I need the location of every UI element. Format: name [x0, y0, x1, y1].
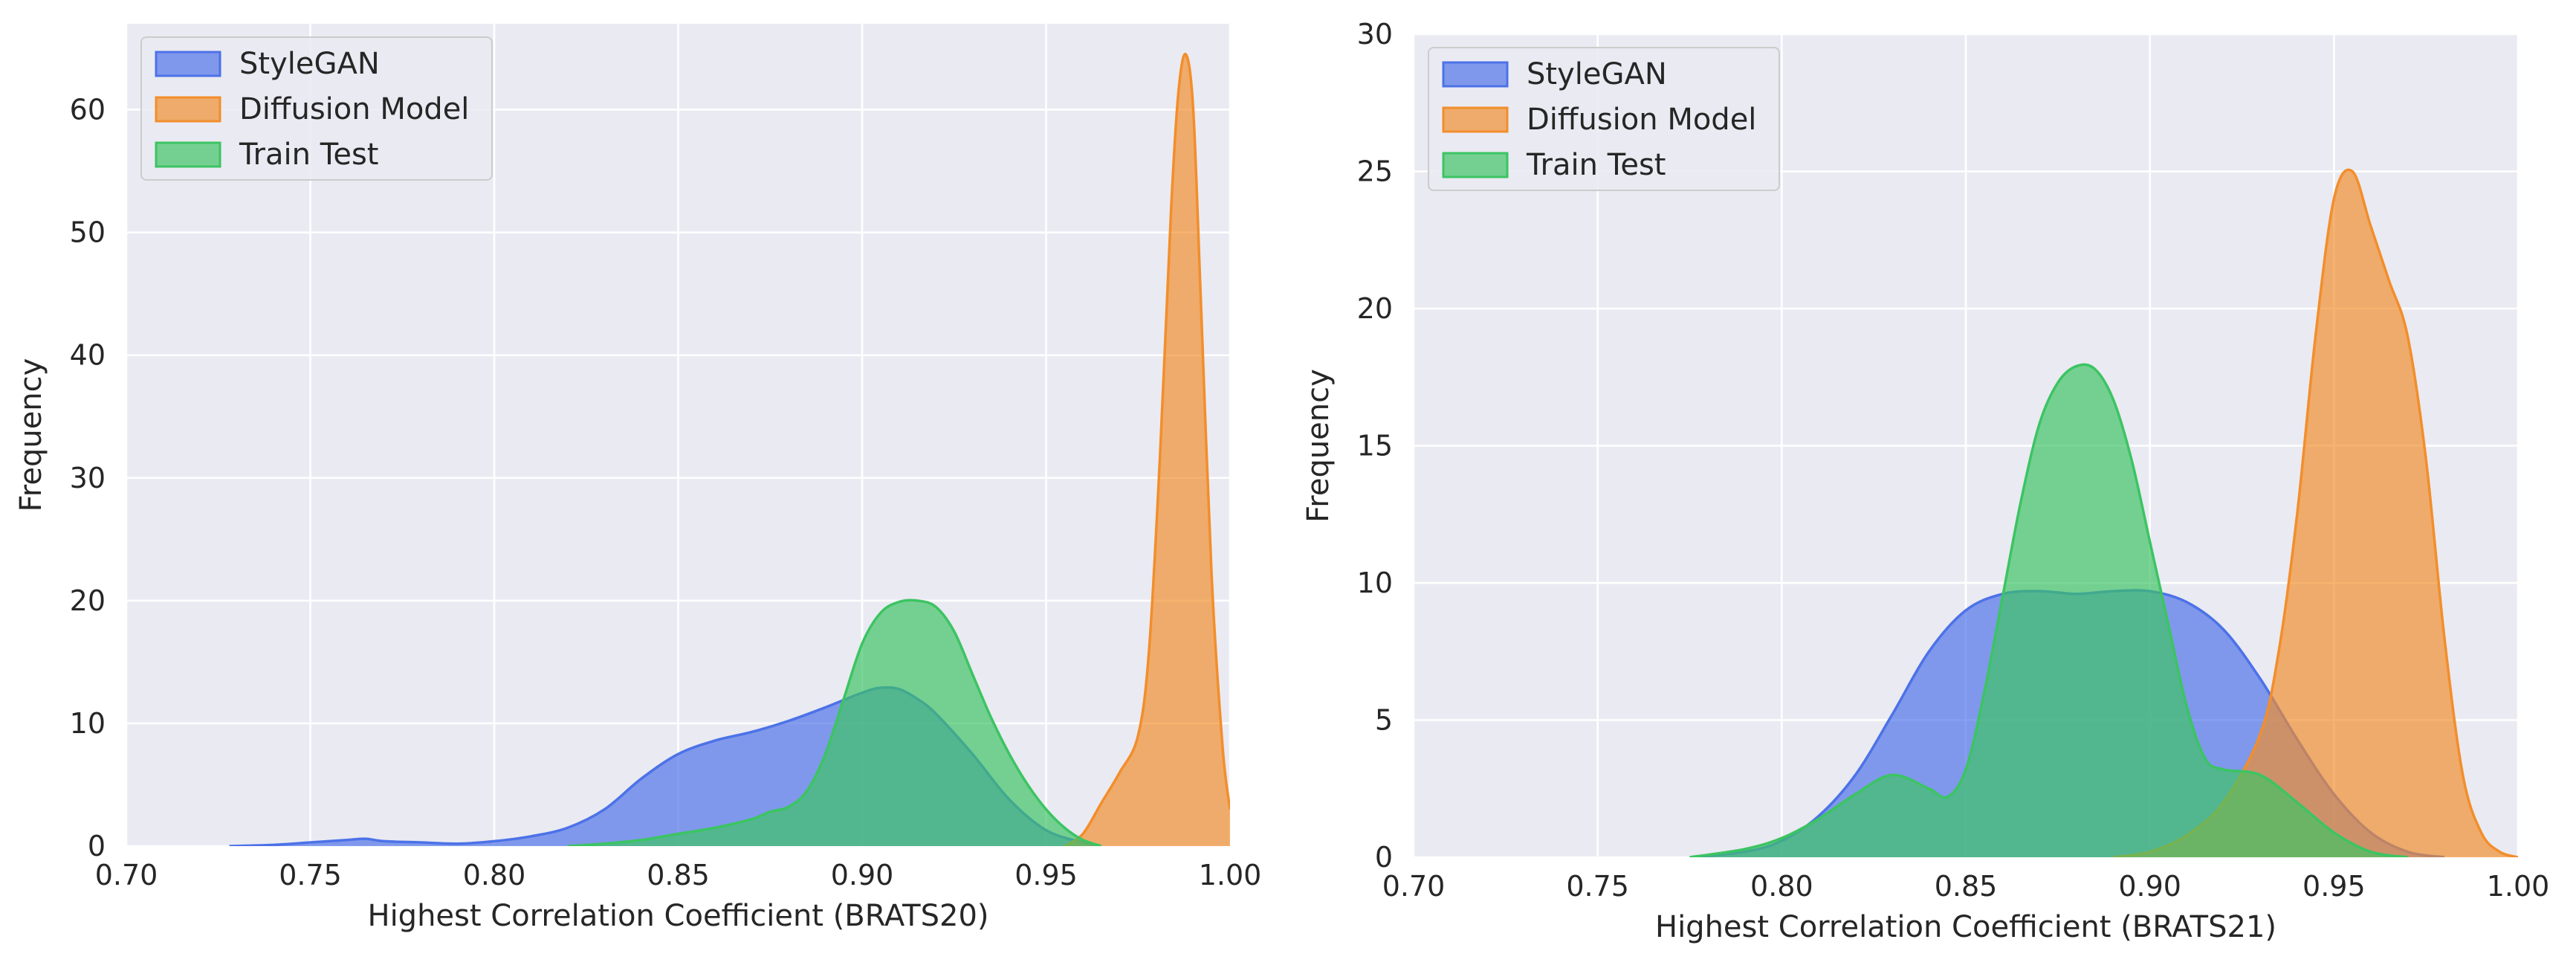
- x-tick-label: 1.00: [2487, 870, 2550, 903]
- x-tick-label: 0.80: [1750, 870, 1813, 903]
- y-axis-label: Frequency: [1301, 369, 1336, 523]
- y-tick-label: 10: [1357, 567, 1393, 599]
- y-tick-label: 0: [1375, 841, 1393, 874]
- x-tick-label: 0.95: [1014, 859, 1078, 891]
- x-tick-label: 0.95: [2302, 870, 2366, 903]
- legend-swatch: [1442, 61, 1509, 88]
- legend: StyleGAN Diffusion Model Train Test: [1428, 47, 1780, 191]
- y-tick-label: 30: [70, 462, 106, 494]
- y-tick-label: 40: [70, 339, 106, 372]
- x-tick-label: 0.75: [279, 859, 342, 891]
- y-tick-label: 10: [70, 707, 106, 740]
- legend-label: StyleGAN: [1527, 57, 1667, 91]
- y-tick-label: 50: [70, 216, 106, 249]
- series-line-diffusion-model: [1064, 53, 1230, 846]
- legend-swatch: [1442, 106, 1509, 133]
- legend-label: Diffusion Model: [239, 92, 469, 126]
- series-area-train-test: [568, 600, 1101, 846]
- x-tick-label: 0.85: [1935, 870, 1998, 903]
- x-tick-label: 0.75: [1566, 870, 1629, 903]
- series-area-diffusion-model: [1064, 54, 1230, 846]
- legend: StyleGAN Diffusion Model Train Test: [140, 36, 493, 181]
- chart-brats21: 0.70 0.75 0.80 0.85 0.90 0.95 1.00 0 5 10 15 20 25 30…: [1301, 18, 2549, 944]
- legend-swatch: [155, 141, 221, 168]
- legend-swatch: [155, 96, 221, 123]
- y-tick-label: 25: [1357, 155, 1393, 188]
- series-line-train-test: [1689, 363, 2408, 857]
- x-tick-label: 0.90: [2118, 870, 2181, 903]
- x-tick-label: 1.00: [1199, 859, 1262, 891]
- y-axis-label: Frequency: [14, 358, 48, 512]
- y-tick-label: 5: [1375, 704, 1393, 737]
- series-area-diffusion-model: [2113, 170, 2518, 857]
- y-tick-label: 20: [70, 584, 106, 617]
- x-axis-label: Highest Correlation Coefficient (BRATS20…: [367, 899, 988, 933]
- x-tick-label: 0.70: [1382, 870, 1446, 903]
- legend-swatch: [155, 51, 221, 77]
- legend-label: Diffusion Model: [1527, 103, 1756, 137]
- x-axis-label: Highest Correlation Coefficient (BRATS21…: [1655, 910, 2276, 944]
- y-tick-label: 20: [1357, 292, 1393, 325]
- series-line-train-test: [567, 599, 1102, 846]
- y-tick-label: 60: [70, 94, 106, 126]
- legend-label: Train Test: [1526, 148, 1666, 182]
- y-tick-label: 15: [1357, 430, 1393, 462]
- series-line-diffusion-model: [2112, 168, 2518, 857]
- x-tick-label: 0.90: [831, 859, 894, 891]
- legend-label: StyleGAN: [239, 47, 380, 81]
- x-tick-label: 0.85: [647, 859, 710, 891]
- y-tick-label: 0: [88, 830, 106, 862]
- x-tick-label: 0.70: [95, 859, 158, 891]
- series-area-train-test: [1689, 364, 2408, 857]
- legend-swatch: [1442, 152, 1509, 178]
- y-tick-label: 30: [1357, 18, 1393, 51]
- chart-brats20: 0.70 0.75 0.80 0.85 0.90 0.95 1.00 0 10 20 30 40 50 6…: [14, 24, 1261, 933]
- x-tick-label: 0.80: [463, 859, 526, 891]
- legend-label: Train Test: [239, 138, 378, 172]
